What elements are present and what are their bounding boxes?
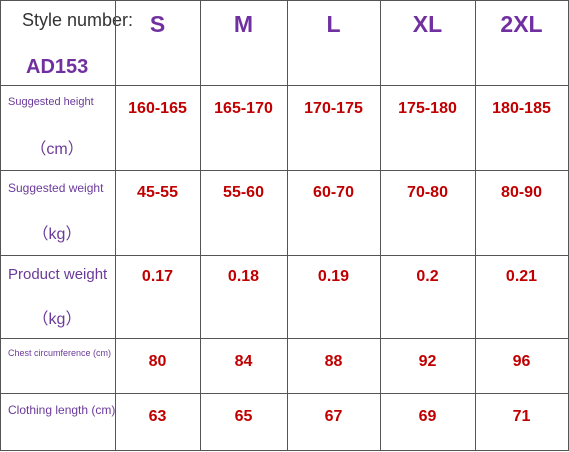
row-label: Suggested weight — [8, 181, 104, 195]
cell-value: 0.21 — [505, 268, 538, 285]
cell-value: 92 — [418, 353, 437, 370]
cell-value: 60-70 — [313, 184, 354, 201]
size-header: M — [233, 11, 254, 37]
header-label: Style number: — [22, 10, 134, 30]
grid-line — [287, 0, 288, 451]
row-unit: （cm） — [30, 141, 84, 158]
cell-value: 69 — [418, 408, 437, 425]
grid-line — [475, 0, 476, 451]
cell-value: 70-80 — [407, 184, 448, 201]
cell-value: 80 — [148, 353, 167, 370]
cell-value: 63 — [148, 408, 167, 425]
grid-line — [0, 393, 569, 394]
cell-value: 45-55 — [137, 184, 178, 201]
grid-line — [0, 255, 569, 256]
grid-line — [0, 450, 569, 451]
cell-value: 160-165 — [128, 100, 187, 117]
row-unit: （kg） — [32, 226, 82, 243]
cell-value: 80-90 — [501, 184, 542, 201]
cell-value: 55-60 — [223, 184, 264, 201]
cell-value: 165-170 — [214, 100, 273, 117]
grid-line — [115, 0, 116, 451]
cell-value: 0.17 — [141, 268, 174, 285]
cell-value: 65 — [234, 408, 253, 425]
cell-value: 71 — [512, 408, 531, 425]
cell-value: 0.2 — [416, 268, 439, 285]
grid-line — [0, 0, 1, 451]
row-unit: （kg） — [32, 311, 82, 328]
row-label: Chest circumference (cm) — [8, 348, 112, 358]
cell-value: 0.18 — [227, 268, 260, 285]
grid-line — [0, 85, 569, 86]
grid-line — [0, 338, 569, 339]
grid-line — [380, 0, 381, 451]
size-header: L — [326, 11, 341, 37]
size-header: XL — [412, 11, 443, 37]
cell-value: 96 — [512, 353, 531, 370]
grid-line — [0, 170, 569, 171]
row-label: Suggested height — [8, 96, 94, 108]
cell-value: 67 — [324, 408, 343, 425]
cell-value: 170-175 — [304, 100, 363, 117]
cell-value: 84 — [234, 353, 253, 370]
cell-value: 0.19 — [317, 268, 350, 285]
cell-value: 175-180 — [398, 100, 457, 117]
cell-value: 88 — [324, 353, 343, 370]
style-code: AD153 — [26, 56, 89, 78]
size-header: 2XL — [500, 11, 543, 37]
row-label: Product weight — [8, 266, 108, 283]
size-header: S — [149, 11, 166, 37]
cell-value: 180-185 — [492, 100, 551, 117]
grid-line — [0, 0, 569, 1]
row-label: Clothing length (cm) — [8, 403, 116, 417]
grid-line — [200, 0, 201, 451]
